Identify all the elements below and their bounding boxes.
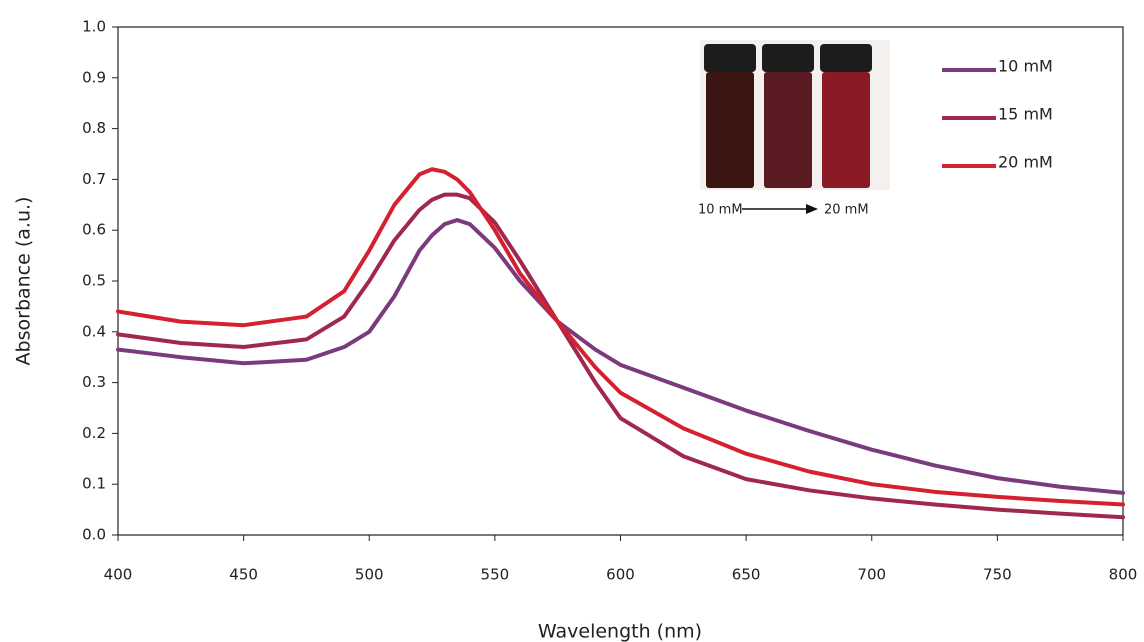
plot-frame (117, 26, 1124, 536)
y-tick-label: 0.6 (82, 221, 106, 239)
legend-label: 10 mM (998, 57, 1053, 76)
y-tick-label: 0.8 (82, 119, 106, 137)
legend-label: 20 mM (998, 153, 1053, 172)
y-tick-label: 0.5 (82, 272, 106, 290)
y-tick-label: 0.3 (82, 373, 106, 391)
series-line (116, 218, 1125, 495)
arrow-head (806, 204, 818, 214)
inset-photo: 10 mM 20 mM (698, 40, 890, 218)
y-tick-label: 0.4 (82, 322, 106, 340)
x-tick-label: 750 (983, 566, 1012, 584)
annotation: 20 mM (824, 203, 869, 218)
y-axis-title: Absorbance (a.u.) (13, 197, 35, 366)
x-tick-label: 450 (229, 566, 258, 584)
vial-cap (704, 44, 756, 72)
annotation: 10 mM (698, 203, 743, 218)
x-tick-label: 650 (732, 566, 761, 584)
y-tick-label: 0.7 (82, 170, 106, 188)
x-tick-label: 500 (355, 566, 384, 584)
vial (706, 72, 754, 188)
vial (764, 72, 812, 188)
series-line (116, 192, 1125, 520)
y-tick-label: 0.9 (82, 68, 106, 86)
x-tick-label: 550 (481, 566, 510, 584)
y-tick-label: 0.1 (82, 475, 106, 493)
x-tick-label: 700 (857, 566, 886, 584)
x-tick-label: 400 (104, 566, 133, 584)
legend-label: 15 mM (998, 105, 1053, 124)
series-line (116, 167, 1125, 507)
x-tick-label: 600 (606, 566, 635, 584)
x-tick-label: 800 (1109, 566, 1138, 584)
vial-cap (762, 44, 814, 72)
vial (822, 72, 870, 188)
y-tick-label: 1.0 (82, 18, 106, 36)
vial-cap (820, 44, 872, 72)
x-axis-title: Wavelength (nm) (538, 621, 702, 642)
y-tick-label: 0.2 (82, 424, 106, 442)
y-tick-label: 0.0 (82, 526, 106, 544)
